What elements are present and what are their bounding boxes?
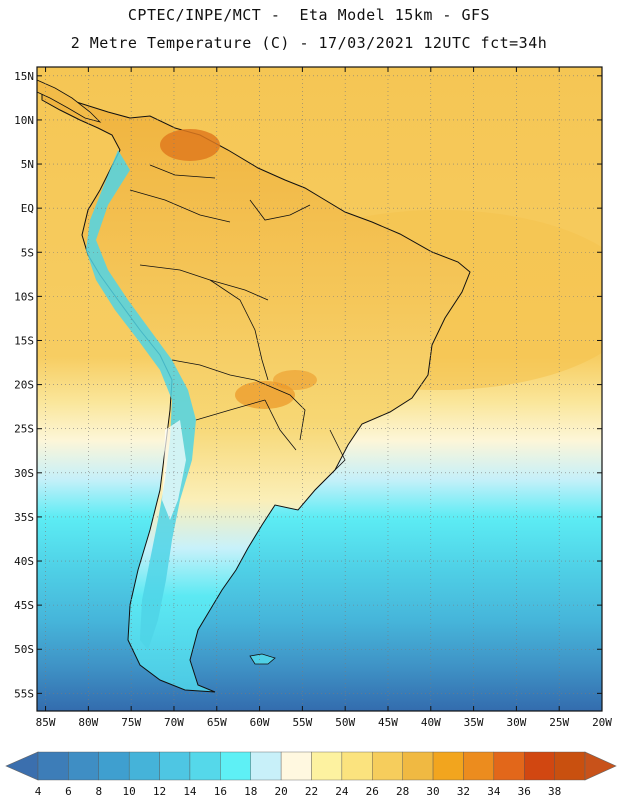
hot-spot-chaco <box>235 381 295 409</box>
lat-label: 55S <box>14 687 34 700</box>
plot-frame <box>36 66 603 712</box>
colorbar-high-arrow <box>584 751 617 781</box>
colorbar-segment <box>341 751 373 781</box>
colorbar-label: 12 <box>153 785 166 798</box>
lon-label: 20W <box>592 716 612 729</box>
lon-label: 30W <box>506 716 526 729</box>
lat-label: 35S <box>14 511 34 524</box>
colorbar-segment <box>493 751 525 781</box>
colorbar-label: 16 <box>214 785 227 798</box>
colorbar-segment <box>68 751 99 781</box>
lat-label: 45S <box>14 599 34 612</box>
lat-label: 25S <box>14 423 34 436</box>
lon-label: 50W <box>335 716 355 729</box>
colorbar-label: 34 <box>487 785 501 798</box>
colorbar-label: 32 <box>457 785 470 798</box>
colorbar-segment <box>432 751 464 781</box>
lon-label: 25W <box>549 716 569 729</box>
colorbar-segment <box>98 751 130 781</box>
colorbar-labels: 4 6 8 10 12 14 16 18 20 22 24 26 28 30 32 34 36 38 <box>35 785 562 798</box>
colorbar-segment <box>402 751 434 781</box>
andes-peaks <box>162 420 186 520</box>
colorbar-label: 14 <box>183 785 197 798</box>
andes-cold-band <box>86 150 196 650</box>
colorbar-segment <box>554 751 586 781</box>
colorbar-segment <box>220 751 251 781</box>
colorbar-segment <box>189 751 221 781</box>
latitude-labels: 15N 10N 5N EQ 5S 10S 15S 20S 25S 30S 35S 40S 45S 50S 5… <box>14 70 34 701</box>
lon-label: 85W <box>36 716 56 729</box>
lon-label: 75W <box>121 716 141 729</box>
central-america-land <box>37 79 102 123</box>
lat-label: 10N <box>14 114 34 127</box>
colorbar-segment <box>524 751 555 781</box>
lat-label: 50S <box>14 643 34 656</box>
title-line-1: CPTEC/INPE/MCT - Eta Model 15km - GFS <box>127 6 491 24</box>
colorbar-label: 30 <box>426 785 439 798</box>
colorbar-label: 36 <box>518 785 531 798</box>
colorbar-segment <box>372 751 403 781</box>
colorbar-label: 10 <box>123 785 136 798</box>
lat-label: 15N <box>14 70 34 83</box>
colorbar-segment <box>159 751 191 781</box>
colorbar-label: 22 <box>305 785 318 798</box>
lat-label: 20S <box>14 379 34 392</box>
longitude-labels: 85W 80W 75W 70W 65W 60W 55W 50W 45W 40W 35W 30W 25W 2… <box>36 716 613 729</box>
colorbar-label: 18 <box>244 785 257 798</box>
lon-label: 70W <box>164 716 184 729</box>
colorbar-segment <box>463 751 495 781</box>
hot-spot-venezuela <box>160 129 220 161</box>
colorbar-label: 8 <box>95 785 102 798</box>
falkland-islands <box>249 653 276 665</box>
axis-ticks <box>37 67 603 711</box>
lat-label: 10S <box>14 290 34 303</box>
lon-label: 40W <box>421 716 441 729</box>
lat-label: 40S <box>14 555 34 568</box>
country-borders <box>129 164 346 491</box>
lon-label: 60W <box>250 716 270 729</box>
lon-label: 45W <box>378 716 398 729</box>
colorbar-segment <box>311 751 343 781</box>
colorbar-label: 6 <box>65 785 72 798</box>
lon-label: 55W <box>292 716 312 729</box>
colorbar-label: 24 <box>335 785 349 798</box>
colorbar-segment <box>128 751 160 781</box>
colorbar <box>5 751 617 781</box>
colorbar-label: 20 <box>274 785 287 798</box>
lat-label: 30S <box>14 467 34 480</box>
lat-label: 5N <box>21 158 34 171</box>
lon-label: 35W <box>464 716 484 729</box>
lat-label: 5S <box>21 246 34 259</box>
colorbar-label: 28 <box>396 785 409 798</box>
hot-spot-brazil <box>273 370 317 390</box>
lat-label: 15S <box>14 334 34 347</box>
colorbar-segment <box>37 751 69 781</box>
lon-label: 80W <box>78 716 98 729</box>
lon-label: 65W <box>207 716 227 729</box>
colorbar-segment <box>280 751 312 781</box>
title-line-2: 2 Metre Temperature (C) - 17/03/2021 12U… <box>70 34 548 52</box>
colorbar-label: 4 <box>35 785 42 798</box>
colorbar-label: 26 <box>366 785 379 798</box>
lat-label: EQ <box>21 202 34 215</box>
colorbar-label: 38 <box>548 785 561 798</box>
colorbar-segment <box>250 751 282 781</box>
colorbar-low-arrow <box>5 751 39 781</box>
